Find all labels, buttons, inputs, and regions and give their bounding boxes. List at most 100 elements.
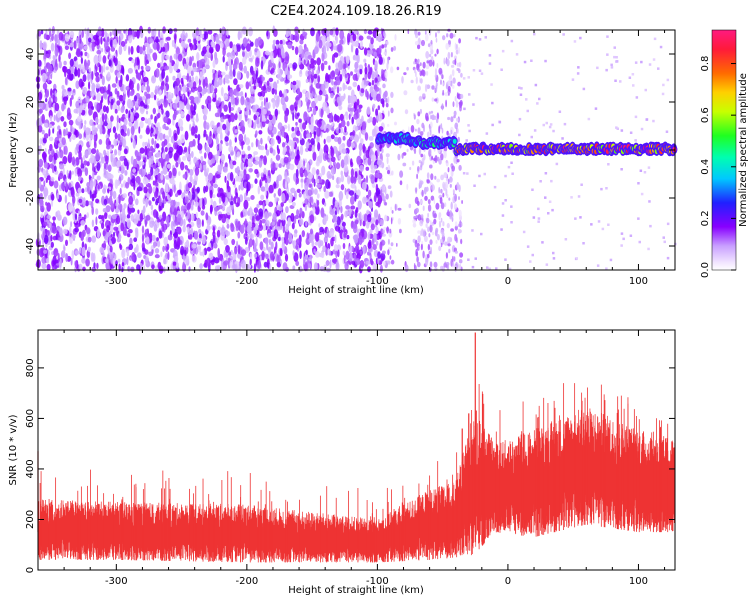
noise-speck: [562, 33, 565, 36]
noise-blob: [277, 174, 283, 181]
noise-blob: [130, 266, 135, 273]
noise-blob: [270, 138, 275, 146]
noise-blob: [272, 149, 276, 156]
noise-blob: [51, 163, 55, 174]
noise-blob: [126, 128, 130, 137]
noise-blob: [221, 71, 226, 76]
noise-blob: [333, 85, 336, 94]
noise-blob: [311, 69, 315, 76]
noise-blob: [223, 166, 228, 173]
noise-blob: [325, 241, 328, 248]
noise-speck: [563, 122, 567, 126]
noise-blob: [124, 170, 128, 176]
noise-blob: [323, 144, 329, 155]
noise-blob: [306, 162, 310, 172]
noise-blob: [359, 149, 362, 157]
noise-blob: [102, 230, 106, 237]
noise-blob: [88, 157, 94, 163]
noise-blob: [410, 79, 414, 84]
noise-speck: [666, 78, 670, 82]
noise-speck: [537, 220, 540, 223]
noise-blob: [375, 226, 379, 235]
noise-blob: [126, 249, 130, 257]
noise-speck: [579, 216, 582, 219]
noise-blob: [87, 72, 90, 82]
noise-blob: [385, 166, 389, 171]
noise-blob: [127, 229, 133, 234]
noise-blob: [299, 207, 303, 216]
noise-blob: [259, 39, 264, 44]
noise-blob: [280, 96, 286, 106]
noise-blob: [156, 151, 162, 158]
noise-blob: [281, 218, 286, 227]
noise-blob: [231, 58, 233, 66]
noise-speck: [620, 168, 623, 171]
noise-blob: [190, 126, 196, 136]
noise-blob: [249, 258, 252, 266]
noise-blob: [105, 155, 109, 165]
noise-blob: [440, 123, 443, 130]
noise-blob: [354, 68, 358, 73]
noise-blob: [438, 245, 442, 252]
noise-blob: [116, 196, 119, 206]
noise-blob: [409, 166, 412, 171]
noise-blob: [96, 262, 99, 270]
noise-blob: [223, 104, 228, 112]
noise-blob: [106, 150, 110, 157]
noise-blob: [102, 93, 107, 99]
noise-blob: [320, 131, 323, 138]
noise-speck: [657, 67, 660, 70]
noise-blob: [387, 110, 390, 117]
noise-blob: [435, 202, 440, 210]
noise-blob: [383, 51, 387, 55]
noise-speck: [620, 129, 624, 132]
noise-blob: [75, 192, 80, 197]
noise-blob: [90, 182, 93, 192]
noise-blob: [309, 106, 312, 112]
noise-blob: [148, 251, 154, 257]
noise-blob: [41, 262, 47, 269]
noise-blob: [430, 246, 432, 255]
noise-blob: [364, 62, 367, 67]
noise-blob: [316, 119, 322, 128]
noise-blob: [203, 129, 207, 138]
noise-blob: [51, 193, 55, 201]
noise-blob: [169, 65, 173, 74]
noise-blob: [377, 105, 380, 111]
noise-speck: [491, 101, 494, 105]
noise-speck: [640, 192, 644, 196]
noise-blob: [64, 91, 68, 97]
noise-blob: [448, 248, 451, 254]
noise-blob: [118, 35, 121, 46]
noise-blob: [417, 235, 421, 243]
noise-blob: [228, 106, 232, 114]
noise-blob: [69, 42, 74, 48]
noise-blob: [290, 187, 296, 194]
noise-blob: [291, 132, 297, 139]
noise-blob: [128, 243, 134, 251]
noise-blob: [368, 49, 374, 55]
noise-blob: [303, 256, 306, 265]
noise-speck: [536, 102, 539, 105]
noise-blob: [440, 79, 442, 85]
noise-blob: [279, 48, 282, 56]
noise-blob: [249, 41, 254, 47]
noise-blob: [63, 246, 66, 252]
noise-blob: [118, 144, 122, 152]
noise-blob: [340, 205, 343, 214]
noise-blob: [311, 196, 314, 204]
noise-blob: [180, 161, 185, 171]
noise-blob: [110, 98, 114, 106]
noise-blob: [278, 206, 283, 212]
noise-blob: [174, 87, 177, 96]
noise-blob: [317, 238, 322, 249]
noise-blob: [217, 265, 221, 270]
noise-blob: [78, 198, 83, 204]
noise-blob: [292, 112, 295, 122]
noise-blob: [341, 148, 347, 155]
noise-blob: [181, 80, 184, 87]
noise-blob: [96, 30, 102, 36]
noise-blob: [436, 178, 441, 183]
noise-blob: [384, 202, 388, 206]
noise-blob: [96, 102, 101, 113]
